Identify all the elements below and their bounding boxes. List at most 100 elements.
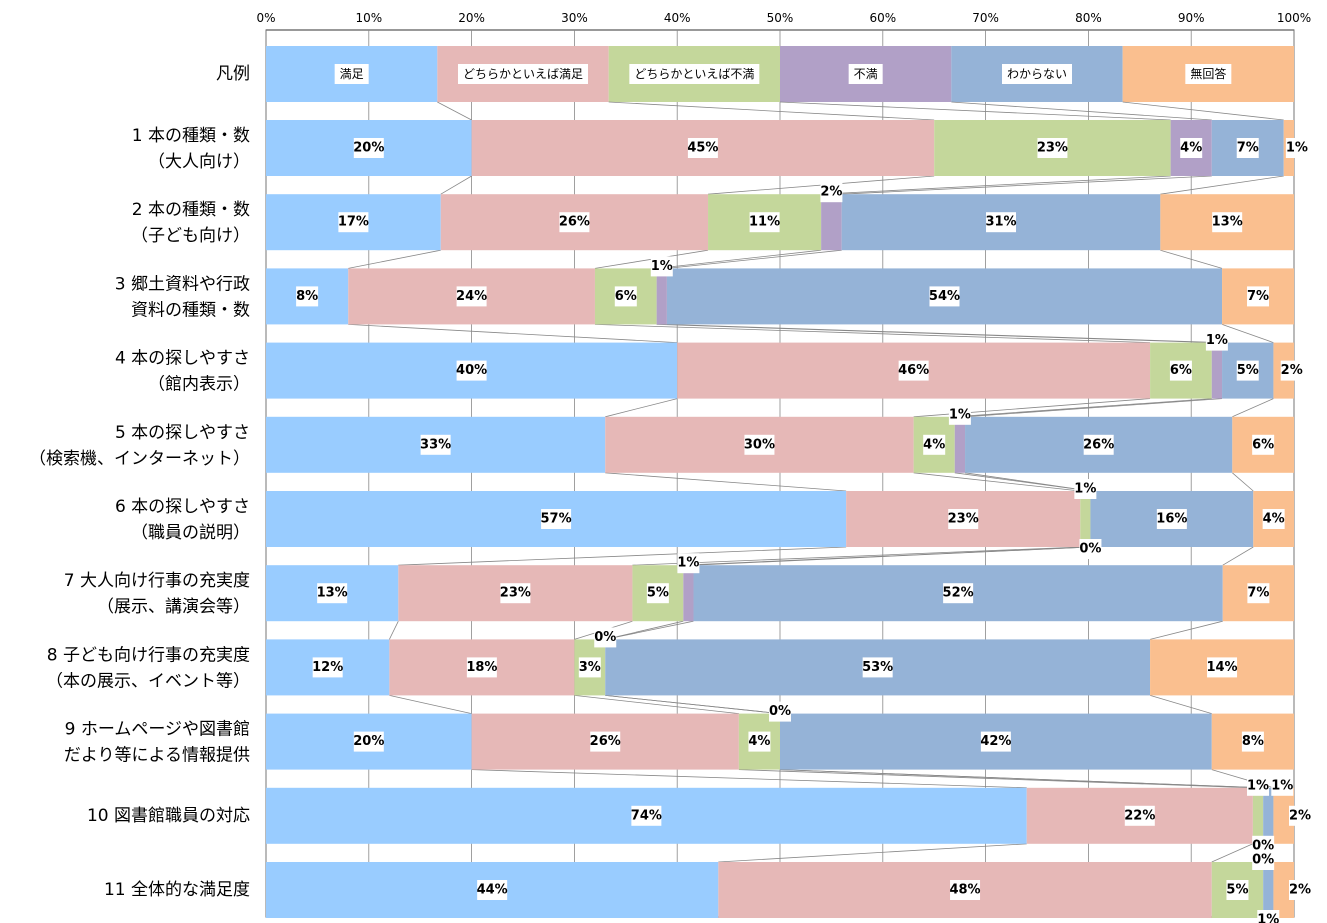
value-label-bg bbox=[749, 212, 780, 233]
category-label: （職員の説明） bbox=[131, 523, 250, 543]
value-label-bg bbox=[923, 434, 946, 455]
value-label-bg bbox=[338, 212, 369, 233]
series-connector bbox=[738, 769, 1253, 789]
bar-segment bbox=[954, 416, 966, 473]
value-label: 45% bbox=[687, 141, 718, 156]
category-label: 8 子ども向け行事の充実度 bbox=[47, 645, 250, 665]
value-label: 1% bbox=[1074, 482, 1096, 497]
value-label-bg bbox=[948, 509, 979, 529]
series-connector bbox=[348, 249, 441, 269]
series-connector bbox=[605, 695, 781, 714]
value-label: 13% bbox=[317, 586, 348, 601]
value-label-bg bbox=[769, 701, 791, 722]
value-label-bg bbox=[1124, 805, 1155, 826]
value-label: 52% bbox=[943, 586, 974, 601]
x-tick-label: 70% bbox=[972, 11, 999, 25]
x-tick-label: 60% bbox=[869, 11, 896, 25]
series-connector bbox=[1232, 472, 1254, 492]
value-label: 5% bbox=[1226, 883, 1248, 898]
value-label-bg bbox=[594, 627, 617, 648]
series-connector bbox=[437, 101, 472, 121]
series-connector bbox=[951, 101, 1212, 121]
value-label-bg bbox=[1074, 479, 1097, 499]
value-label: 33% bbox=[420, 437, 451, 452]
value-label-bg bbox=[950, 880, 981, 900]
value-label-bg bbox=[1236, 360, 1259, 381]
legend-label: どちらかといえば不満 bbox=[634, 67, 754, 81]
legend-label-bg bbox=[1002, 64, 1072, 84]
series-connector bbox=[605, 398, 678, 418]
value-label-bg bbox=[1280, 360, 1303, 381]
value-label: 6% bbox=[1170, 363, 1192, 378]
legend-label-bg bbox=[848, 64, 883, 84]
category-label: （展示、講演会等） bbox=[97, 597, 250, 617]
value-label: 1% bbox=[1271, 778, 1293, 793]
x-tick-label: 50% bbox=[767, 11, 794, 25]
value-label: 2% bbox=[1281, 363, 1303, 378]
value-label-bg bbox=[1262, 509, 1285, 529]
series-connector bbox=[1160, 175, 1284, 195]
bar-segment bbox=[1080, 491, 1091, 547]
series-connector bbox=[779, 101, 1171, 121]
category-label: 11 全体的な満足度 bbox=[104, 880, 250, 900]
series-connector bbox=[1221, 324, 1274, 343]
series-connector bbox=[913, 472, 1081, 492]
value-label: 2% bbox=[1289, 883, 1311, 898]
series-connector bbox=[693, 546, 1091, 566]
value-label: 26% bbox=[559, 215, 590, 230]
value-label: 5% bbox=[647, 586, 669, 601]
legend-label-bg bbox=[458, 64, 588, 84]
series-connector bbox=[1222, 546, 1254, 566]
value-label-bg bbox=[590, 731, 621, 752]
x-tick-label: 0% bbox=[256, 11, 275, 25]
bar-segment bbox=[1211, 342, 1223, 399]
value-label-bg bbox=[500, 583, 531, 604]
category-label: （本の展示、イベント等） bbox=[46, 671, 250, 691]
value-label: 0% bbox=[1252, 838, 1274, 853]
value-label: 53% bbox=[862, 660, 893, 675]
value-label: 46% bbox=[898, 363, 929, 378]
value-label: 20% bbox=[353, 734, 384, 749]
series-connector bbox=[1232, 398, 1274, 418]
value-label-bg bbox=[1247, 286, 1270, 307]
value-label: 6% bbox=[615, 289, 637, 304]
value-label: 11% bbox=[749, 215, 780, 230]
value-label: 1% bbox=[1286, 141, 1308, 156]
value-label-bg bbox=[317, 583, 348, 604]
category-label: 7 大人向け行事の充実度 bbox=[64, 571, 250, 591]
series-connector bbox=[666, 249, 842, 269]
value-label: 0% bbox=[769, 704, 791, 719]
value-label: 22% bbox=[1124, 808, 1155, 823]
series-connector bbox=[608, 101, 935, 121]
series-connector bbox=[1211, 843, 1254, 863]
series-connector bbox=[389, 621, 399, 640]
value-label: 1% bbox=[651, 259, 673, 274]
value-label: 1% bbox=[1257, 913, 1279, 923]
category-label: 3 郷土資料や行政 bbox=[115, 274, 250, 294]
value-label-bg bbox=[980, 731, 1011, 752]
legend-row-label: 凡例 bbox=[216, 64, 250, 84]
value-label: 74% bbox=[631, 808, 662, 823]
value-label: 54% bbox=[929, 289, 960, 304]
series-connector bbox=[1149, 620, 1223, 640]
legend-label-bg bbox=[334, 64, 369, 84]
category-label: 9 ホームページや図書館 bbox=[65, 720, 250, 740]
value-label-bg bbox=[943, 583, 974, 604]
bar-segment bbox=[1252, 787, 1264, 844]
value-label-bg bbox=[1205, 330, 1228, 351]
value-label-bg bbox=[650, 256, 673, 277]
value-label-bg bbox=[466, 657, 497, 678]
series-connector bbox=[389, 695, 472, 714]
value-label: 17% bbox=[338, 215, 369, 230]
value-label: 48% bbox=[949, 883, 980, 898]
legend-label: 満足 bbox=[340, 67, 364, 81]
value-label: 12% bbox=[312, 660, 343, 675]
bar-segment bbox=[683, 565, 694, 622]
value-label-bg bbox=[1252, 434, 1275, 455]
category-label: 資料の種類・数 bbox=[131, 300, 250, 320]
series-connector bbox=[440, 175, 472, 195]
value-label: 4% bbox=[923, 437, 945, 452]
value-label: 5% bbox=[1237, 363, 1259, 378]
value-label: 0% bbox=[1079, 542, 1101, 557]
